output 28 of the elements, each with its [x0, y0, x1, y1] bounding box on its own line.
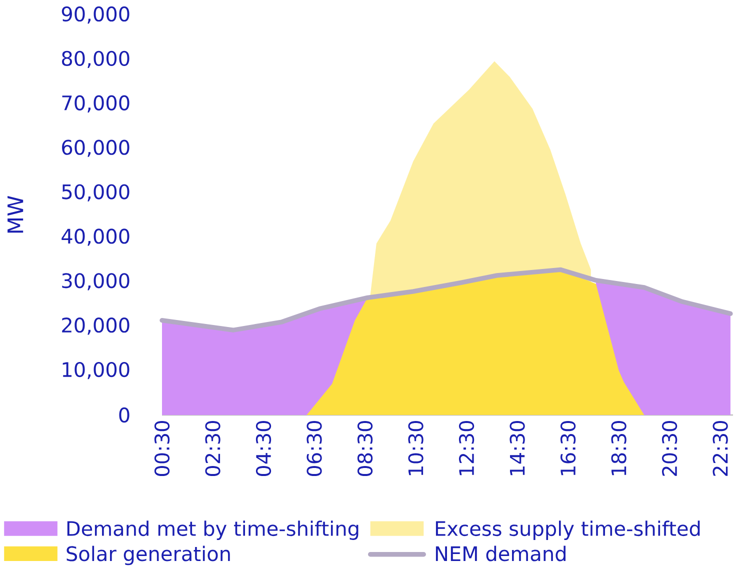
x-tick-label: 10:30	[408, 421, 424, 476]
legend-label: Excess supply time-shifted	[436, 520, 700, 540]
x-tick-label: 12:30	[458, 421, 474, 476]
y-axis-title: MW	[8, 196, 24, 233]
x-tick-label: 16:30	[560, 421, 576, 476]
x-tick-label: 04:30	[256, 421, 272, 476]
x-tick-label: 18:30	[611, 421, 626, 476]
y-tick-label: 50,000	[62, 184, 130, 202]
legend-label: Solar generation	[66, 546, 230, 566]
y-tick-label: 0	[119, 407, 130, 423]
y-tick-label: 40,000	[62, 228, 130, 246]
y-tick-label: 20,000	[62, 318, 130, 335]
x-tick-label: 02:30	[205, 421, 220, 476]
x-tick-label: 08:30	[357, 421, 373, 476]
y-tick-label: 10,000	[62, 362, 130, 380]
x-tick-label: 14:30	[510, 421, 525, 476]
legend-label: NEM demand	[436, 546, 566, 562]
legend-label: Demand met by time-shifting	[67, 520, 358, 540]
x-tick-label: 22:30	[712, 421, 728, 476]
x-tick-label: 20:30	[662, 421, 678, 476]
y-tick-label: 70,000	[62, 95, 130, 112]
x-tick-label: 00:30	[154, 421, 170, 476]
line-series	[160, 267, 733, 332]
y-tick-label: 80,000	[62, 50, 130, 68]
y-tick-label: 90,000	[62, 6, 130, 24]
y-tick-label: 30,000	[62, 273, 130, 290]
x-tick-label: 06:30	[306, 421, 322, 476]
y-tick-label: 60,000	[62, 140, 130, 157]
